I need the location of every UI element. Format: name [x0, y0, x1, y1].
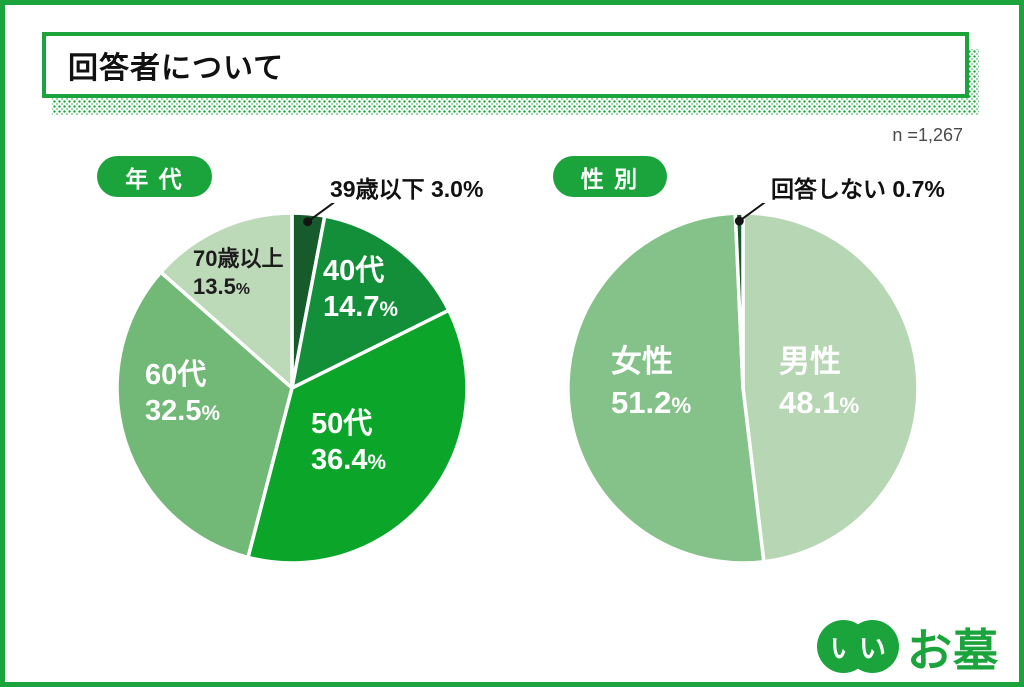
slice-name: 70歳以上: [193, 246, 284, 271]
pie-chart-age-group: [107, 198, 477, 573]
slice-name: 男性: [779, 344, 841, 379]
slice-label-60s: 60代 32.5%: [145, 357, 220, 432]
slice-value: 48.1%: [779, 385, 860, 420]
slice-value: 51.2%: [611, 385, 692, 420]
slice-name: 女性: [611, 344, 673, 379]
slice-label-male: 男性 48.1%: [779, 341, 859, 426]
percent-sign: %: [671, 393, 692, 418]
slice-name: 40代: [323, 255, 385, 287]
callout-under-39: 39歳以下 3.0%: [330, 176, 484, 202]
slice-value: 14.7%: [323, 291, 399, 323]
percent-sign: %: [367, 451, 387, 474]
pie-chart-gender: [558, 198, 928, 573]
slice-value: 13.5%: [193, 274, 250, 299]
slice-value: 32.5%: [145, 395, 221, 427]
slice-label-female: 女性 51.2%: [611, 341, 691, 426]
slice-name: 60代: [145, 359, 207, 391]
slice-label-40s: 40代 14.7%: [323, 253, 398, 328]
percent-sign: %: [201, 402, 221, 425]
percent-sign: %: [235, 281, 250, 298]
brand-logo: い い お墓: [816, 618, 999, 676]
title-box: 回答者について: [42, 32, 969, 98]
callout-no-answer: 回答しない 0.7%: [771, 176, 945, 202]
badge-gender: 性 別: [553, 156, 667, 197]
sample-size-note: n =1,267: [892, 125, 963, 145]
percent-sign: %: [839, 393, 860, 418]
slice-label-70plus: 70歳以上 13.5%: [193, 245, 283, 304]
slice-name: 50代: [311, 408, 373, 440]
percent-sign: %: [379, 298, 399, 321]
page-title: 回答者について: [68, 52, 285, 85]
slice-value: 36.4%: [311, 444, 387, 476]
logo-circle-2: い: [845, 619, 899, 673]
badge-age-group: 年 代: [97, 156, 212, 197]
logo-text: お墓: [906, 624, 999, 676]
slice-label-50s: 50代 36.4%: [311, 406, 386, 481]
